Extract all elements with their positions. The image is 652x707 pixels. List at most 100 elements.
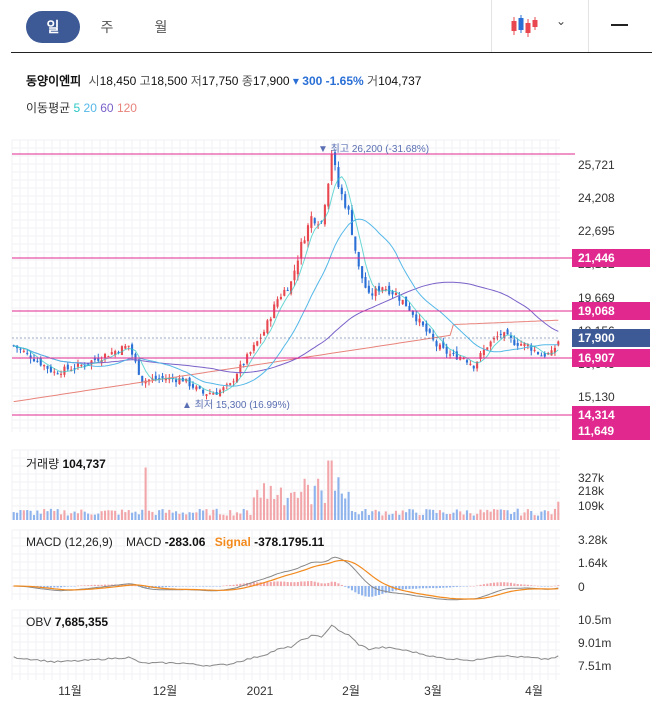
candle-body (93, 358, 96, 360)
volume-bar (49, 508, 52, 520)
macd-histogram-bar (543, 586, 546, 587)
macd-histogram-bar (418, 586, 421, 589)
volume-bar (398, 514, 401, 520)
macd-histogram-bar (533, 585, 536, 586)
level-tag-label: 11,649 (578, 424, 614, 438)
volume-bar (32, 514, 36, 520)
candle-body (90, 360, 93, 365)
chevron-down-icon[interactable]: ⌄ (556, 14, 567, 28)
volume-bar (154, 514, 157, 520)
volume-bar (76, 513, 80, 520)
level-tag-label: 16,907 (578, 351, 615, 365)
macd-histogram-bar (212, 586, 215, 587)
volume-bar (540, 511, 543, 520)
volume-bar (39, 513, 42, 520)
volume-series (12, 460, 560, 520)
volume-bar (415, 512, 418, 520)
tab-daily[interactable]: 일 (26, 11, 80, 43)
volume-bar (377, 511, 381, 520)
macd-histogram-bar (536, 585, 540, 587)
candle-body (482, 349, 485, 356)
ma60-line (13, 281, 559, 374)
candle-body (205, 394, 208, 397)
macd-histogram-bar (526, 584, 529, 586)
volume-bar (178, 513, 181, 520)
volume-bar (371, 511, 374, 520)
volume-title: 거래량 104,737 (26, 455, 106, 472)
candle-body (80, 365, 83, 367)
candle-body (530, 345, 533, 351)
macd-histogram-bar (296, 582, 299, 586)
volume-bar (168, 509, 171, 520)
volume-bar (90, 514, 93, 520)
menu-icon[interactable] (611, 24, 628, 26)
candle-body (347, 206, 350, 210)
macd-histogram-bar (364, 586, 367, 597)
volume-bar (418, 515, 421, 520)
macd-histogram-bar (499, 582, 502, 586)
volume-bar (300, 491, 303, 520)
macd-histogram-bar (208, 586, 211, 587)
volume-bar (66, 515, 69, 520)
volume-bar (151, 511, 154, 520)
high-label: 고 (139, 74, 151, 88)
macd-histogram-bar (144, 586, 147, 589)
macd-histogram-bar (415, 586, 418, 589)
tab-weekly[interactable]: 주 (100, 19, 114, 35)
volume-bar (283, 505, 286, 520)
volume-bar (364, 509, 367, 520)
candle-body (377, 286, 381, 292)
price-tick-label: 24,208 (578, 191, 615, 205)
macd-histogram-bar (300, 581, 303, 586)
level-tag-label: 14,314 (578, 408, 615, 422)
volume-bar (391, 513, 394, 520)
volume-bar (469, 513, 472, 520)
macd-histogram-bar (185, 586, 188, 587)
high-value: 18,500 (150, 74, 188, 88)
macd-histogram-bar (202, 586, 205, 587)
volume-bar (97, 513, 100, 520)
macd-histogram-bar (181, 586, 184, 587)
obv-tick-label: 7.51m (578, 659, 611, 673)
volume-bar (384, 511, 387, 520)
volume-bar (472, 515, 475, 520)
volume-bar (262, 483, 266, 520)
volume-bar (63, 510, 66, 520)
ma20-line (13, 218, 559, 387)
macd-histogram-bar (509, 582, 512, 586)
macd-histogram-bar (435, 586, 438, 589)
volume-bar (290, 492, 293, 520)
date-tick-label: 2월 (342, 684, 360, 698)
volume-bar (499, 509, 502, 520)
macd-histogram-bar (134, 585, 137, 587)
candle-body (103, 354, 107, 358)
volume-bar (235, 512, 238, 520)
volume-bar (164, 512, 167, 520)
candle-body (486, 347, 489, 350)
macd-histogram-bar (235, 584, 238, 586)
volume-bar (239, 513, 242, 520)
volume-bar (506, 510, 509, 520)
macd-histogram-bar (361, 586, 364, 596)
candle-body (290, 281, 293, 294)
macd-histogram-bar (70, 586, 73, 587)
macd-histogram-bar (164, 586, 167, 588)
candle-body (465, 360, 469, 363)
volume-bar (147, 510, 151, 520)
candle-body (323, 204, 326, 225)
macd-histogram-bar (472, 585, 475, 587)
volume-bar (492, 509, 496, 520)
candle-body (506, 329, 509, 335)
volume-bar (405, 512, 408, 520)
candlestick-icon[interactable] (510, 14, 538, 38)
tab-monthly[interactable]: 월 (154, 19, 168, 35)
macd-histogram-bar (286, 582, 289, 586)
candle-body (286, 290, 289, 292)
volume-bar (465, 510, 469, 520)
macd-histogram-bar (476, 585, 479, 587)
candle-body (371, 293, 374, 296)
candle-body (208, 393, 211, 395)
volume-bar (340, 493, 343, 520)
quote-summary: 동양이엔피 시18,450 고18,500 저17,750 종17,900 ▾ … (26, 72, 421, 89)
